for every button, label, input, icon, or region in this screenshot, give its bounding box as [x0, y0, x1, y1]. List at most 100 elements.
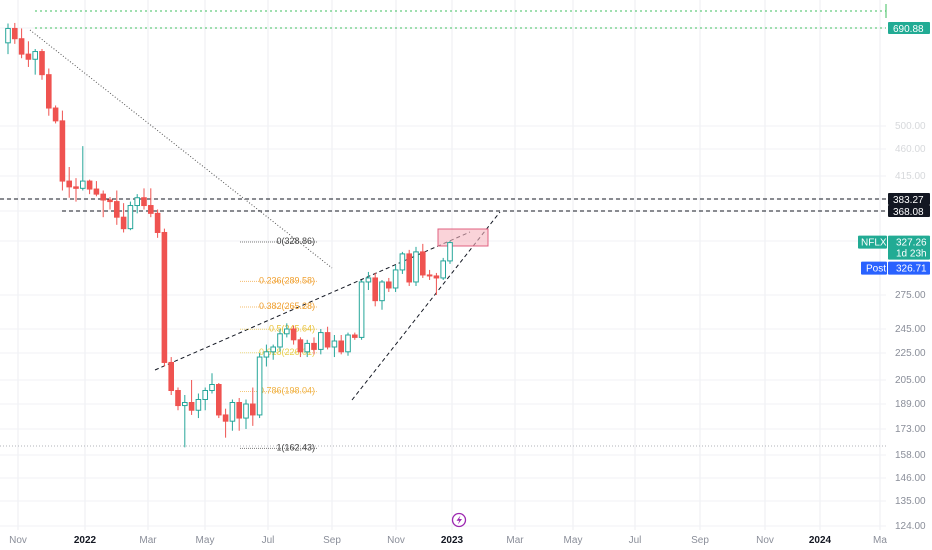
price-tick-label: 245.00	[895, 324, 926, 335]
candle-body	[386, 281, 392, 289]
candle-body	[18, 38, 25, 55]
candle-body	[440, 260, 446, 279]
candle-body	[168, 361, 174, 392]
price-tag	[888, 193, 930, 205]
price-tick-label: 158.00	[895, 450, 926, 461]
fib-level-label: 0.618(226.01)	[259, 347, 315, 357]
price-tick-label: 460.00	[895, 144, 926, 155]
price-tick-label: 189.00	[895, 399, 926, 410]
highlight-box	[437, 228, 489, 247]
price-tick-label: 135.00	[895, 496, 926, 507]
candle-body	[188, 402, 195, 411]
candle-body	[297, 339, 304, 353]
candle-body	[250, 403, 256, 416]
lightning-icon	[456, 515, 462, 525]
candle-body	[59, 120, 66, 182]
candle-body	[290, 328, 297, 341]
price-tick-label: 275.00	[895, 290, 926, 301]
candle-body	[32, 51, 39, 60]
fib-level-label: 0.786(198.04)	[259, 385, 315, 395]
symbol-tag	[858, 235, 887, 249]
candle-body	[86, 180, 93, 190]
fib-level-label: 0(328.86)	[276, 236, 315, 246]
candle-body	[236, 402, 242, 419]
candle-body	[324, 332, 331, 348]
candle-body	[399, 253, 406, 271]
candle-body	[202, 390, 208, 400]
candle-body	[134, 197, 140, 207]
last-price-tag	[888, 235, 930, 260]
candle-body	[175, 390, 181, 407]
candle-body	[100, 193, 107, 201]
candle-body	[413, 251, 419, 283]
candle-body	[120, 216, 127, 230]
time-axis[interactable]: Nov 2022 Mar May Jul Sep Nov 2023 Mar May Jul Sep No…	[9, 512, 887, 547]
price-tick-label: 415.00	[895, 171, 926, 182]
price-tick-label: 225.00	[895, 348, 926, 359]
candle-body	[195, 399, 202, 411]
candle-body	[392, 269, 399, 289]
price-tick-label: 205.00	[895, 375, 926, 386]
candle-body	[216, 384, 222, 416]
price-tick-label: 500.00	[895, 121, 926, 132]
candle-body	[127, 205, 134, 230]
candle-body	[93, 188, 100, 195]
candle-body	[311, 342, 317, 350]
candle-body	[154, 212, 161, 233]
candle-body	[277, 333, 283, 348]
candle-body	[107, 199, 113, 203]
candle-body	[80, 180, 86, 189]
time-tick-label: 2023	[441, 535, 464, 546]
price-tag	[888, 22, 930, 34]
candle-body	[148, 205, 154, 214]
symbol-tag-label: NFLX	[861, 238, 887, 249]
price-tick-label: 173.00	[895, 424, 926, 435]
candle-body	[372, 277, 378, 302]
candle-body	[331, 340, 338, 348]
time-tick-label: Nov	[387, 535, 405, 546]
candle-body	[406, 253, 412, 283]
candle-body	[379, 281, 385, 302]
candle-body	[243, 403, 249, 419]
candle-body	[304, 342, 310, 353]
time-tick-label: Mar	[139, 535, 157, 546]
candle-body	[365, 277, 372, 283]
candle-body	[229, 402, 236, 422]
candle-body	[433, 275, 440, 279]
time-tick-label: Sep	[691, 535, 709, 546]
countdown-label: 1d 23h	[896, 249, 927, 260]
candle-body	[352, 334, 358, 338]
candle-body	[161, 231, 168, 363]
candle-body	[114, 201, 120, 218]
candle-body	[284, 328, 290, 335]
post-price-label: 326.71	[896, 264, 927, 275]
time-tick-label: Nov	[756, 535, 774, 546]
candle-body	[222, 414, 229, 422]
price-tick-label: 124.00	[895, 521, 926, 532]
candle-body	[46, 74, 52, 109]
price-tag-label: 690.88	[893, 24, 924, 35]
candle-body	[182, 402, 188, 407]
event-icon	[451, 512, 467, 528]
post-tag	[861, 261, 887, 275]
candle-body	[25, 53, 32, 60]
time-tick-label: May	[196, 535, 215, 546]
fib-level-label: 0.382(265.28)	[259, 301, 315, 311]
candle-body	[338, 340, 344, 353]
candle-body	[420, 251, 426, 276]
price-tag-label: 383.27	[893, 195, 924, 206]
candle-body	[52, 107, 59, 122]
candle-body	[345, 334, 351, 353]
candle-body	[141, 197, 147, 207]
candle-body	[39, 51, 45, 76]
candle-body	[209, 384, 215, 391]
candle-body	[358, 281, 365, 338]
candle-body	[5, 27, 11, 44]
time-tick-label: Ma	[873, 535, 887, 546]
candle-body	[256, 356, 263, 416]
time-tick-label: May	[564, 535, 583, 546]
fib-level-label: 0.236(289.58)	[259, 275, 315, 285]
time-tick-label: 2022	[74, 535, 97, 546]
